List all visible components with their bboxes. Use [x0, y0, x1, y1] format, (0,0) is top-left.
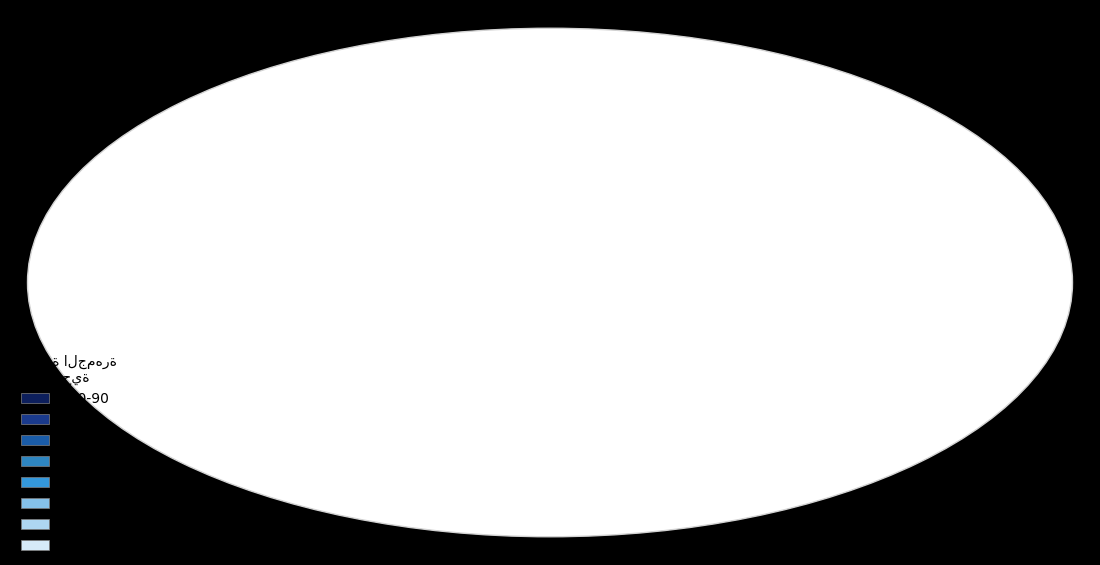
Ellipse shape	[28, 28, 1072, 537]
Legend: 100-90, 90-80, 80-65, 65-50, 50-30, 30-15, 15-7, 7-1: 100-90, 90-80, 80-65, 65-50, 50-30, 30-1…	[7, 349, 123, 558]
